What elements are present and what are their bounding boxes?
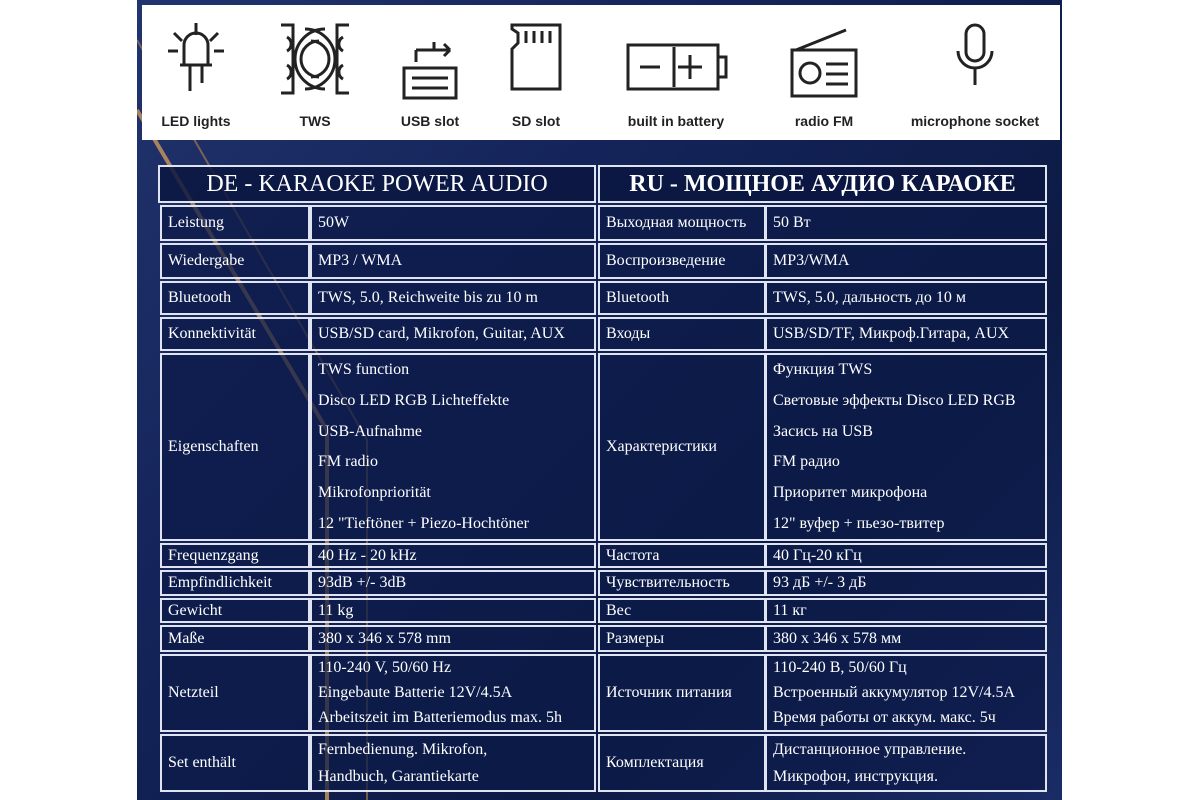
row-label: Netzteil bbox=[160, 654, 310, 732]
row-value: USB/SD card, Mikrofon, Guitar, AUX bbox=[310, 317, 596, 351]
feature-label: SD slot bbox=[511, 113, 561, 129]
value-line: 380 x 346 x 578 мм bbox=[773, 629, 902, 647]
row-value: TWS, 5.0, дальность до 10 м bbox=[765, 281, 1047, 315]
row-value: 40 Hz - 20 kHz bbox=[310, 543, 596, 568]
row-label: Воспроизведение bbox=[598, 243, 766, 279]
row-label: Empfindlichkeit bbox=[160, 570, 310, 596]
value-line: Mikrofonpriorität bbox=[318, 483, 431, 501]
value-line: Засись на USB bbox=[773, 422, 873, 440]
row-label: Чувствительность bbox=[598, 570, 766, 596]
value-line: Время работы от аккум. макс. 5ч bbox=[773, 708, 996, 726]
value-line: Handbuch, Garantiekarte bbox=[318, 767, 479, 785]
value-line: TWS function bbox=[318, 361, 410, 379]
row-value: 11 кг bbox=[765, 598, 1047, 623]
row-label: Bluetooth bbox=[598, 281, 766, 315]
row-label: Входы bbox=[598, 317, 766, 351]
value-line: 50W bbox=[318, 214, 350, 231]
value-line: MP3/WMA bbox=[773, 252, 850, 269]
row-label: Set enthält bbox=[160, 734, 310, 792]
row-value: USB/SD/TF, Микроф.Гитара, AUX bbox=[765, 317, 1047, 351]
row-value: 93 дБ +/- 3 дБ bbox=[765, 570, 1047, 596]
value-line: 11 kg bbox=[318, 601, 354, 619]
value-line: FM радио bbox=[773, 453, 840, 471]
row-value: 110-240 В, 50/60 Гц Встроенный аккумулято… bbox=[765, 654, 1047, 732]
row-label: Konnektivität bbox=[160, 317, 310, 351]
row-value: Функция TWS Световые эффекты Disco LED RG… bbox=[765, 353, 1047, 541]
value-line: 93dB +/- 3dB bbox=[318, 574, 407, 591]
value-line: Eingebaute Batterie 12V/4.5A bbox=[318, 683, 513, 701]
value-line: Микрофон, инструкция. bbox=[773, 767, 938, 785]
value-line: Функция TWS bbox=[773, 361, 873, 379]
feature-label: USB slot bbox=[400, 113, 460, 129]
row-value: TWS, 5.0, Reichweite bis zu 10 m bbox=[310, 281, 596, 315]
value-line: MP3 / WMA bbox=[318, 252, 403, 269]
table-heading: RU - МОЩНОЕ АУДИО КАРАОКЕ bbox=[598, 165, 1047, 203]
row-label: Комплектация bbox=[598, 734, 766, 792]
row-label: Источник питания bbox=[598, 654, 766, 732]
value-line: Arbeitszeit im Batteriemodus max. 5h bbox=[318, 708, 562, 726]
row-label: Вес bbox=[598, 598, 766, 623]
row-label: Характеристики bbox=[598, 353, 766, 541]
value-line: Fernbedienung. Mikrofon, bbox=[318, 740, 488, 758]
row-value: Fernbedienung. Mikrofon, Handbuch, Garant… bbox=[310, 734, 596, 792]
row-value: 50W bbox=[310, 205, 596, 241]
feature-band: LED lights TWS USB slot SD slot built in bat… bbox=[142, 5, 1060, 140]
row-label: Maße bbox=[160, 625, 310, 652]
value-line: 110-240 V, 50/60 Hz bbox=[318, 659, 452, 677]
feature-label: radio FM bbox=[794, 113, 854, 129]
feature-label: built in battery bbox=[627, 113, 725, 129]
row-value: 380 x 346 x 578 мм bbox=[765, 625, 1047, 652]
row-label: Leistung bbox=[160, 205, 310, 241]
value-line: Встроенный аккумулятор 12V/4.5A bbox=[773, 683, 1016, 701]
value-line: 12" вуфер + пьезо-твитер bbox=[773, 514, 945, 532]
row-value: 110-240 V, 50/60 Hz Eingebaute Batterie 1… bbox=[310, 654, 596, 732]
value-line: Приоритет микрофона bbox=[773, 483, 928, 501]
value-line: 93 дБ +/- 3 дБ bbox=[773, 574, 867, 591]
value-line: Световые эффекты Disco LED RGB bbox=[773, 391, 1016, 409]
value-line: Дистанционное управление. bbox=[773, 740, 967, 758]
value-line: USB-Aufnahme bbox=[318, 422, 422, 440]
value-line: 50 Вт bbox=[773, 214, 811, 231]
feature-label: TWS bbox=[299, 113, 331, 129]
row-value: MP3 / WMA bbox=[310, 243, 596, 279]
value-line: Disco LED RGB Lichteffekte bbox=[318, 391, 510, 409]
feature-label: microphone socket bbox=[910, 113, 1040, 129]
row-value: 40 Гц-20 кГц bbox=[765, 543, 1047, 568]
row-label: Frequenzgang bbox=[160, 543, 310, 568]
row-label: Выходная мощность bbox=[598, 205, 766, 241]
value-line: 110-240 В, 50/60 Гц bbox=[773, 659, 907, 677]
value-line: 40 Hz - 20 kHz bbox=[318, 546, 417, 564]
value-line: TWS, 5.0, Reichweite bis zu 10 m bbox=[318, 289, 538, 306]
row-value: 380 x 346 x 578 mm bbox=[310, 625, 596, 652]
row-label: Частота bbox=[598, 543, 766, 568]
row-value: 93dB +/- 3dB bbox=[310, 570, 596, 596]
table-heading: DE - KARAOKE POWER AUDIO bbox=[158, 165, 596, 203]
feature-icons bbox=[168, 23, 994, 100]
row-label: Размеры bbox=[598, 625, 766, 652]
row-label: Gewicht bbox=[160, 598, 310, 623]
row-label: Wiedergabe bbox=[160, 243, 310, 279]
value-line: TWS, 5.0, дальность до 10 м bbox=[773, 289, 967, 306]
row-value: MP3/WMA bbox=[765, 243, 1047, 279]
value-line: 380 x 346 x 578 mm bbox=[318, 629, 451, 647]
row-value: 50 Вт bbox=[765, 205, 1047, 241]
row-value: TWS function Disco LED RGB Lichteffekte US… bbox=[310, 353, 596, 541]
row-value: Дистанционное управление. Микрофон, инстр… bbox=[765, 734, 1047, 792]
row-label: Eigenschaften bbox=[160, 353, 310, 541]
row-label: Bluetooth bbox=[160, 281, 310, 315]
value-line: FM radio bbox=[318, 453, 378, 471]
value-line: 40 Гц-20 кГц bbox=[773, 546, 862, 564]
value-line: 11 кг bbox=[773, 601, 807, 619]
feature-label: LED lights bbox=[161, 113, 231, 129]
value-line: USB/SD/TF, Микроф.Гитара, AUX bbox=[773, 325, 1010, 342]
value-line: 12 "Tieftöner + Piezo-Hochtöner bbox=[318, 514, 529, 532]
row-value: 11 kg bbox=[310, 598, 596, 623]
value-line: USB/SD card, Mikrofon, Guitar, AUX bbox=[318, 325, 565, 342]
